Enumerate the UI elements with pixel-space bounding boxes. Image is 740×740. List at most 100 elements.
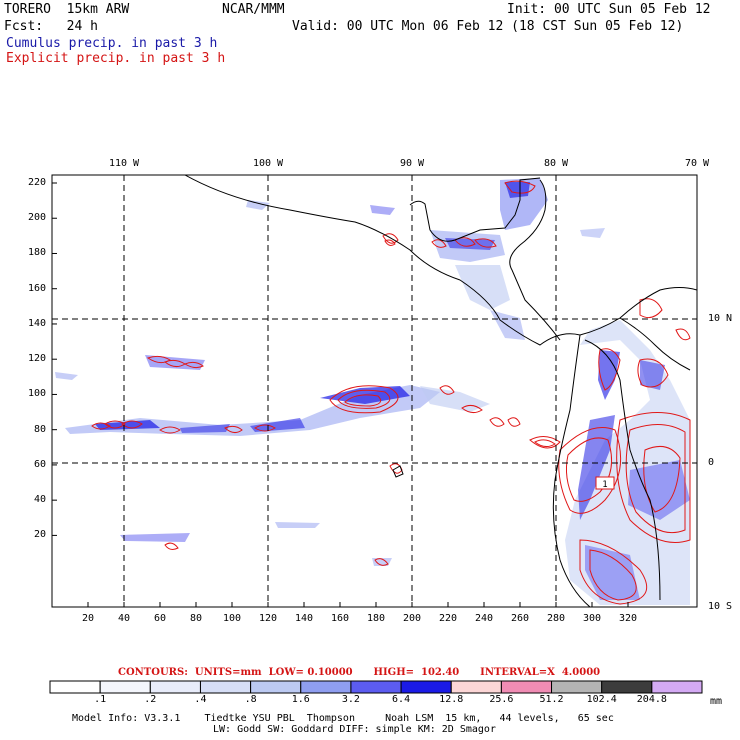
contour-line (558, 427, 622, 514)
contour-line (254, 424, 276, 432)
lat-label: 10 N (708, 313, 733, 324)
x-tick-label: 40 (117, 613, 131, 624)
contour-label-box (595, 476, 615, 490)
lon-label: 80 W (543, 158, 569, 169)
contour-line (507, 417, 521, 427)
cumulus-patch (640, 360, 665, 390)
contour-line (91, 422, 111, 430)
axis-ticks (52, 182, 629, 607)
coastlines (184, 175, 697, 607)
init-time: Init: 00 UTC Sun 05 Feb 12 (507, 2, 711, 17)
contour-line (454, 237, 476, 247)
colorbar-label: 3.2 (341, 694, 360, 705)
y-tick-label: 40 (33, 494, 46, 506)
physics-info: LW: Godd SW: Goddard DIFF: simple KM: 2D… (213, 724, 496, 735)
contour-line (489, 417, 505, 427)
colorbar-unit: mm (710, 696, 723, 707)
valid-time: Valid: 00 UTC Mon 06 Feb 12 (18 CST Sun … (292, 19, 684, 34)
cumulus-patch (580, 228, 605, 238)
cumulus-patch (505, 182, 530, 198)
contour-line (146, 355, 171, 364)
x-tick-label: 220 (438, 613, 458, 624)
lat-label: 10 S (708, 601, 733, 612)
colorbar-label: 102.4 (586, 694, 617, 705)
model-info: Model Info: V3.3.1 Tiedtke YSU PBL Thomp… (72, 713, 614, 724)
coastline (584, 339, 661, 601)
contour-line (637, 358, 669, 388)
x-tick-label: 80 (189, 613, 203, 624)
y-tick-label: 60 (33, 458, 46, 470)
x-tick-label: 140 (294, 613, 314, 624)
x-tick-label: 280 (546, 613, 566, 624)
coastline (552, 334, 591, 607)
plot-frame (51, 174, 698, 608)
cumulus-patch (65, 385, 440, 436)
contour-line (474, 238, 497, 248)
contour-line (431, 239, 447, 248)
cumulus-patch (585, 545, 640, 600)
colorbar-label: 25.6 (489, 694, 514, 705)
coastline (509, 179, 561, 341)
contour-line (639, 298, 663, 319)
x-tick-label: 300 (582, 613, 602, 624)
model-title: TORERO 15km ARW (4, 2, 130, 17)
contour-line (374, 558, 389, 566)
contour-line (159, 426, 181, 434)
x-tick-label: 100 (222, 613, 242, 624)
x-tick-label: 60 (153, 613, 167, 624)
x-tick-label: 120 (258, 613, 278, 624)
cumulus-patch (598, 350, 620, 400)
contour-line (589, 549, 637, 601)
contour-line (625, 424, 686, 534)
coastline (619, 317, 691, 371)
cumulus-patch (578, 415, 615, 520)
y-tick-label: 120 (27, 353, 46, 365)
x-tick-label: 180 (366, 613, 386, 624)
cumulus-patch (445, 238, 495, 250)
y-tick-label: 220 (27, 177, 46, 188)
cumulus-patch (455, 265, 510, 310)
contour-line (382, 233, 399, 244)
contour-line (104, 420, 126, 429)
contour-line (534, 439, 556, 448)
explicit-legend: Explicit precip. in past 3 h (6, 51, 226, 66)
colorbar-label: 51.2 (539, 694, 564, 705)
x-tick-label: 20 (81, 613, 95, 624)
lon-label: 70 W (684, 158, 710, 169)
x-tick-label: 200 (402, 613, 422, 624)
cumulus-patch (55, 372, 78, 380)
contour-line (675, 328, 691, 341)
contour-line (337, 389, 391, 409)
contour-line (121, 420, 143, 429)
colorbar-label: 204.8 (636, 694, 667, 705)
cumulus-patch (120, 533, 190, 542)
forecast-hour: Fcst: 24 h (4, 19, 98, 34)
lon-label: 100 W (252, 158, 284, 169)
contour-line (164, 542, 179, 550)
contour-line (384, 239, 396, 246)
colorbar-label: 1.6 (291, 694, 310, 705)
colorbar-label: .2 (144, 694, 157, 705)
x-tick-label: 260 (510, 613, 530, 624)
cumulus-legend: Cumulus precip. in past 3 h (6, 36, 218, 51)
colorbar-label: .4 (194, 694, 207, 705)
y-tick-label: 80 (33, 423, 46, 435)
contour-line (504, 180, 536, 194)
colorbar-label: .1 (94, 694, 107, 705)
lat-lon-grid (52, 175, 697, 607)
x-tick-label: 160 (330, 613, 350, 624)
contour-label-text: 1 (602, 480, 607, 490)
contour-line (461, 404, 483, 414)
contour-info: CONTOURS: UNITS=mm LOW= 0.10000 HIGH= 10… (118, 667, 601, 678)
cumulus-patch (275, 522, 320, 528)
org-label: NCAR/MMM (222, 2, 285, 17)
coastline (409, 177, 541, 242)
lon-label: 90 W (399, 158, 425, 169)
cumulus-patch (246, 200, 270, 210)
precip-field: 1 (52, 175, 697, 607)
colorbar-label: .8 (244, 694, 257, 705)
cumulus-patch (180, 424, 230, 433)
cumulus-patch (370, 205, 395, 215)
y-tick-label: 180 (27, 247, 46, 259)
